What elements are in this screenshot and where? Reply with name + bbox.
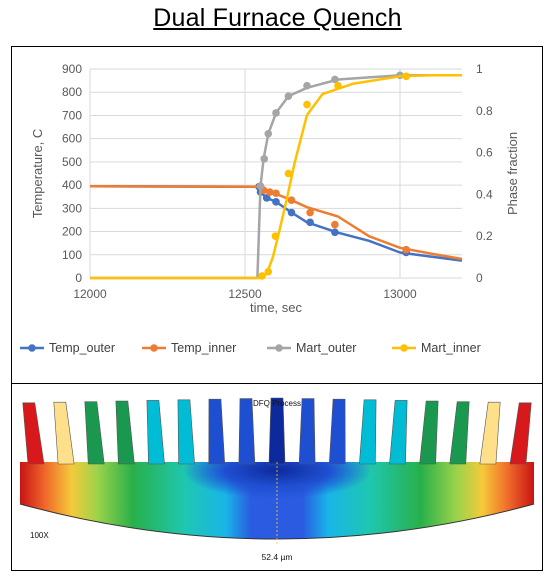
y-tick-label: 200 [62,225,82,239]
data-point-temp-inner [331,220,339,229]
series [89,71,463,280]
axes: 0 100 200 300 400 500 600 700 800 900 12000 12500 13… [30,62,520,315]
gear-tooth [238,398,256,465]
data-point-mart-outer [331,75,339,84]
chart-panel: 0 100 200 300 400 500 600 700 800 900 12000 12500 13… [11,46,543,384]
gear-tooth [115,400,135,465]
x-tick-label: 12500 [228,287,262,301]
data-point-temp-inner [272,189,280,198]
data-point-mart-inner [264,267,273,276]
x-tick-label: 13000 [383,287,417,301]
legend-marker [28,344,36,352]
data-point-temp-inner [402,245,411,254]
gear-tooth [298,398,316,465]
legend-marker [150,344,158,352]
y-tick-label: 300 [62,201,82,215]
y-tick-label: 900 [62,62,82,76]
legend-marker [275,344,283,352]
page-title: Dual Furnace Quench [153,4,402,32]
gear-tooth [359,399,377,465]
scale-label: 52.4 µm [262,552,293,562]
data-point-temp-outer [331,228,339,237]
y-tick-label: 400 [62,178,82,192]
data-point-mart-outer [256,182,265,190]
data-point-mart-inner [334,81,342,90]
legend-label: Mart_inner [421,341,481,355]
gear-tooth [177,399,195,465]
y-axis-label: Temperature, C [30,129,45,219]
y-tick-label: 600 [62,132,82,146]
quench-chart: 0 100 200 300 400 500 600 700 800 900 12000 12500 13… [20,62,520,355]
magnification-label: 100X [30,531,49,540]
data-point-temp-outer [306,218,314,227]
x-tick-label: 12000 [73,287,107,301]
data-point-temp-inner [287,196,296,205]
legend-label: Mart_outer [296,341,356,355]
legend-marker [400,344,408,352]
x-axis-label: time, sec [250,300,303,315]
gear-tooth [53,401,75,465]
fem-panel: DFQ Process 100X 52.4 µm [11,383,543,571]
gear-tooth [419,400,439,465]
y-tick-label: 500 [62,155,82,169]
data-point-mart-inner [303,100,311,109]
gear-tooth [389,400,408,465]
gear-tooth [449,401,470,465]
y2-tick-label: 0 [476,271,483,285]
data-point-mart-inner [258,272,266,280]
process-label: DFQ Process [253,399,301,408]
data-point-mart-outer [284,92,293,100]
gear-tooth [208,398,226,465]
gear-tooth [22,402,45,465]
gear-tooth [268,397,286,465]
y-tick-label: 800 [62,85,82,99]
data-point-mart-inner [402,72,411,81]
data-point-temp-outer [262,194,271,202]
data-point-mart-inner [271,232,280,240]
data-point-mart-outer [260,155,269,163]
grid [89,68,462,279]
legend-label: Temp_inner [171,341,236,355]
data-point-temp-inner [266,188,274,196]
y2-tick-label: 0.8 [476,104,493,118]
data-point-mart-inner [284,169,293,178]
gear-tooth [146,400,165,465]
legend-label: Temp_outer [49,341,115,355]
gear-tooth [328,398,346,465]
data-point-mart-outer [264,129,273,138]
fem-simulation-image: DFQ Process 100X 52.4 µm [19,397,535,562]
gear-teeth-contour [19,397,535,544]
legend: Temp_outer Temp_inner Mart_outer Mart_inner [20,341,481,355]
y2-tick-label: 0.6 [476,146,493,160]
data-point-temp-outer [272,198,280,206]
y2-tick-label: 1 [476,62,483,76]
y2-axis-label: Phase fraction [505,132,520,215]
y2-tick-label: 0.4 [476,187,493,201]
data-point-mart-outer [272,109,280,117]
y2-tick-label: 0.2 [476,229,493,243]
data-point-temp-outer [287,208,296,217]
y-tick-label: 0 [75,271,82,285]
gear-tooth [509,402,532,465]
data-point-mart-outer [303,81,311,90]
y-tick-label: 100 [62,248,82,262]
gear-tooth [84,401,105,465]
gear-tooth [479,401,501,465]
y-tick-label: 700 [62,108,82,122]
data-point-temp-inner [306,208,314,217]
